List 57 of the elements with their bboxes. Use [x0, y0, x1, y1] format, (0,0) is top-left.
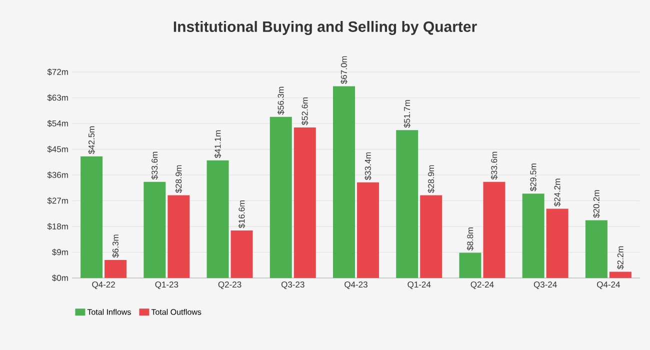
bar — [230, 230, 253, 278]
data-label: $42.5m — [88, 126, 96, 154]
bar — [104, 260, 127, 278]
bar — [459, 252, 482, 278]
data-label: $29.5m — [530, 164, 537, 192]
bar — [144, 182, 166, 278]
y-tick-label: $9m — [52, 248, 68, 256]
bar — [168, 195, 190, 278]
bar — [80, 156, 103, 278]
bar — [585, 220, 608, 278]
data-label: $33.4m — [364, 152, 372, 180]
bar — [522, 194, 544, 278]
y-tick-label: $36m — [47, 172, 68, 178]
data-label: $28.9m — [428, 165, 435, 194]
y-tick-label: $54m — [47, 120, 68, 127]
data-label: $56.3m — [277, 86, 284, 115]
bar — [270, 116, 292, 278]
data-label: $8.8m — [466, 228, 474, 251]
data-label: $52.6m — [301, 98, 308, 126]
data-label: $67.0m — [340, 56, 348, 84]
data-label: $2.2m — [616, 246, 624, 270]
data-label: $24.2m — [554, 178, 561, 206]
bar — [420, 195, 442, 278]
data-label: $20.2m — [593, 190, 600, 218]
chart-title: Institutional Buying and Selling by Quarter — [174, 20, 477, 36]
legend-label: Total Inflows — [87, 308, 131, 315]
bar — [357, 182, 379, 278]
data-label: $6.3m — [112, 234, 120, 258]
legend-label: Total Outflows — [151, 308, 202, 315]
data-label: $41.1m — [214, 130, 222, 158]
x-tick-label: Q2-24 — [470, 282, 494, 290]
x-tick-label: Q1-24 — [408, 282, 431, 290]
bar — [609, 272, 632, 278]
x-tick-label: Q4-24 — [597, 282, 620, 290]
x-tick-label: Q3-24 — [534, 282, 557, 290]
y-tick-label: $27m — [47, 197, 68, 204]
y-tick-label: $63m — [47, 94, 68, 102]
x-tick-label: Q1-23 — [155, 282, 178, 290]
bar — [206, 160, 229, 278]
data-label: $33.6m — [151, 152, 158, 180]
data-label: $16.6m — [238, 200, 246, 228]
y-tick-label: $45m — [47, 146, 68, 153]
data-label: $33.6m — [490, 152, 498, 180]
x-tick-label: Q3-23 — [281, 282, 304, 290]
bar — [294, 128, 316, 278]
x-tick-label: Q4-23 — [344, 282, 368, 290]
bar — [483, 182, 506, 278]
y-tick-label: $0m — [52, 274, 68, 282]
y-tick-label: $18m — [47, 223, 68, 230]
bar — [333, 86, 355, 278]
x-tick-label: Q4-22 — [92, 282, 115, 290]
bar — [546, 208, 568, 278]
bar — [396, 130, 418, 278]
y-tick-label: $72m — [47, 68, 68, 76]
data-label: $51.7m — [404, 100, 411, 128]
data-label: $28.9m — [175, 165, 182, 194]
x-tick-label: Q2-23 — [218, 282, 242, 290]
